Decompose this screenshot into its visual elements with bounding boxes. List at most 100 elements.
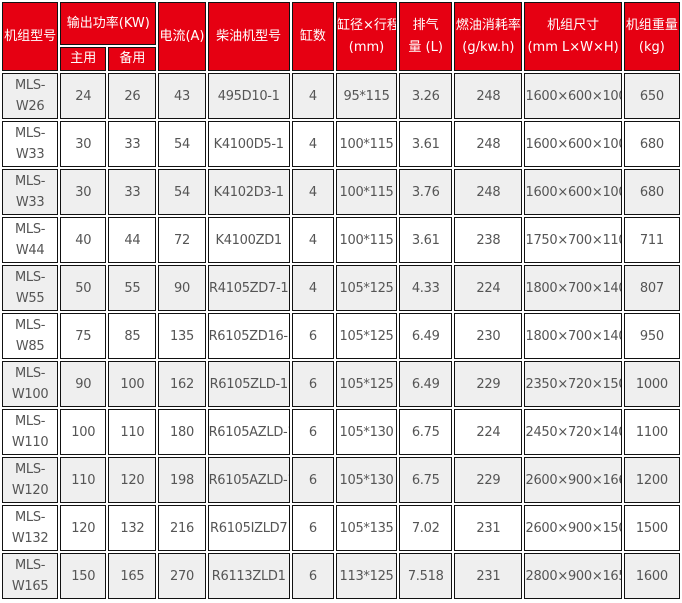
cell-model: MLS- W44 — [2, 217, 59, 263]
cell-disp: 6.49 — [399, 361, 453, 407]
header-size: 机组尺寸 (mm L×W×H) — [524, 2, 622, 71]
cell-main: 150 — [60, 553, 107, 599]
cell-model: MLS- W33 — [2, 121, 59, 167]
header-main: 主用 — [60, 47, 107, 71]
model-line: MLS- — [14, 78, 46, 93]
table-row: MLS- W110 100 110 180 R6105AZLD-1 6 105*130 6.75… — [2, 409, 680, 455]
model-line: MLS- — [14, 318, 46, 333]
table-row: MLS- W33 30 33 54 K4102D3-1 4 100*115 3.76 248 160… — [2, 169, 680, 215]
cell-weight: 950 — [623, 313, 680, 359]
cell-main: 110 — [60, 457, 107, 503]
cell-weight: 1200 — [623, 457, 680, 503]
cell-bore: 105*125 — [335, 313, 398, 359]
header-line: 燃油消耗率 — [455, 17, 521, 33]
cell-fuel: 224 — [454, 265, 523, 311]
cell-disp: 6.75 — [399, 409, 453, 455]
cell-engine: K4100ZD1 — [207, 217, 290, 263]
cell-disp: 6.75 — [399, 457, 453, 503]
cell-size: 1600×600×1000 — [524, 73, 622, 119]
cell-main: 30 — [60, 169, 107, 215]
header-line: (kg) — [638, 39, 665, 55]
cell-engine: R6113ZLD1 — [207, 553, 290, 599]
header-displacement: 排气量 (L) — [399, 2, 453, 71]
table-row: MLS- W44 40 44 72 K4100ZD1 4 100*115 3.61 238 1750… — [2, 217, 680, 263]
cell-engine: R6105ZLD-1 — [207, 361, 290, 407]
cell-fuel: 238 — [454, 217, 523, 263]
table-row: MLS- W100 90 100 162 R6105ZLD-1 6 105*125 6.49 22… — [2, 361, 680, 407]
cell-current: 162 — [158, 361, 206, 407]
model-line: MLS- — [14, 222, 46, 237]
model-line: W100 — [11, 387, 49, 402]
cell-current: 72 — [158, 217, 206, 263]
model-line: MLS- — [14, 366, 46, 381]
cell-bore: 100*115 — [335, 217, 398, 263]
cell-main: 24 — [60, 73, 107, 119]
model-line: W165 — [11, 579, 49, 594]
header-line: (mm) — [348, 39, 385, 55]
cell-current: 180 — [158, 409, 206, 455]
cell-engine: R6105ZD16-1 — [207, 313, 290, 359]
cell-main: 50 — [60, 265, 107, 311]
cell-disp: 6.49 — [399, 313, 453, 359]
model-line: W33 — [15, 195, 45, 210]
cell-bore: 95*115 — [335, 73, 398, 119]
cell-current: 270 — [158, 553, 206, 599]
header-model: 机组型号 — [2, 2, 59, 71]
cell-weight: 1000 — [623, 361, 680, 407]
cell-standby: 33 — [108, 169, 157, 215]
model-line: W85 — [15, 339, 45, 354]
cell-standby: 44 — [108, 217, 157, 263]
cell-fuel: 248 — [454, 73, 523, 119]
cell-standby: 110 — [108, 409, 157, 455]
header-current: 电流(A) — [158, 2, 206, 71]
cell-bore: 100*115 — [335, 169, 398, 215]
cell-standby: 55 — [108, 265, 157, 311]
cell-current: 54 — [158, 169, 206, 215]
cell-cyl: 4 — [291, 169, 334, 215]
model-line: W132 — [11, 531, 49, 546]
cell-model: MLS- W165 — [2, 553, 59, 599]
model-line: MLS- — [14, 174, 46, 189]
cell-model: MLS- W120 — [2, 457, 59, 503]
model-line: MLS- — [14, 558, 46, 573]
cell-cyl: 4 — [291, 217, 334, 263]
cell-cyl: 6 — [291, 505, 334, 551]
cell-size: 1600×600×1000 — [524, 121, 622, 167]
cell-size: 1750×700×1100 — [524, 217, 622, 263]
header-cylinders: 缸数 — [291, 2, 334, 71]
cell-main: 90 — [60, 361, 107, 407]
header-line: (mm L×W×H) — [527, 39, 619, 55]
cell-weight: 807 — [623, 265, 680, 311]
cell-main: 40 — [60, 217, 107, 263]
header-power: 输出功率(KW) — [60, 2, 157, 45]
model-line: W55 — [15, 291, 45, 306]
cell-standby: 120 — [108, 457, 157, 503]
cell-size: 1600×600×1000 — [524, 169, 622, 215]
cell-standby: 132 — [108, 505, 157, 551]
cell-weight: 680 — [623, 169, 680, 215]
model-line: W120 — [11, 483, 49, 498]
cell-engine: R6105AZLD-1 — [207, 409, 290, 455]
cell-bore: 105*130 — [335, 457, 398, 503]
cell-model: MLS- W100 — [2, 361, 59, 407]
cell-cyl: 4 — [291, 265, 334, 311]
cell-fuel: 231 — [454, 553, 523, 599]
header-bore-stroke: 缸径×行程 (mm) — [335, 2, 398, 71]
cell-main: 120 — [60, 505, 107, 551]
cell-current: 135 — [158, 313, 206, 359]
cell-size: 2600×900×1500 — [524, 505, 622, 551]
cell-bore: 113*125 — [335, 553, 398, 599]
cell-disp: 7.518 — [399, 553, 453, 599]
table-row: MLS- W165 150 165 270 R6113ZLD1 6 113*125 7.518 2… — [2, 553, 680, 599]
cell-weight: 711 — [623, 217, 680, 263]
cell-disp: 7.02 — [399, 505, 453, 551]
cell-size: 2600×900×1661 — [524, 457, 622, 503]
cell-weight: 680 — [623, 121, 680, 167]
cell-bore: 105*125 — [335, 265, 398, 311]
cell-cyl: 6 — [291, 409, 334, 455]
cell-fuel: 229 — [454, 361, 523, 407]
cell-model: MLS- W26 — [2, 73, 59, 119]
cell-engine: K4102D3-1 — [207, 169, 290, 215]
cell-standby: 165 — [108, 553, 157, 599]
cell-size: 1800×700×1400 — [524, 313, 622, 359]
